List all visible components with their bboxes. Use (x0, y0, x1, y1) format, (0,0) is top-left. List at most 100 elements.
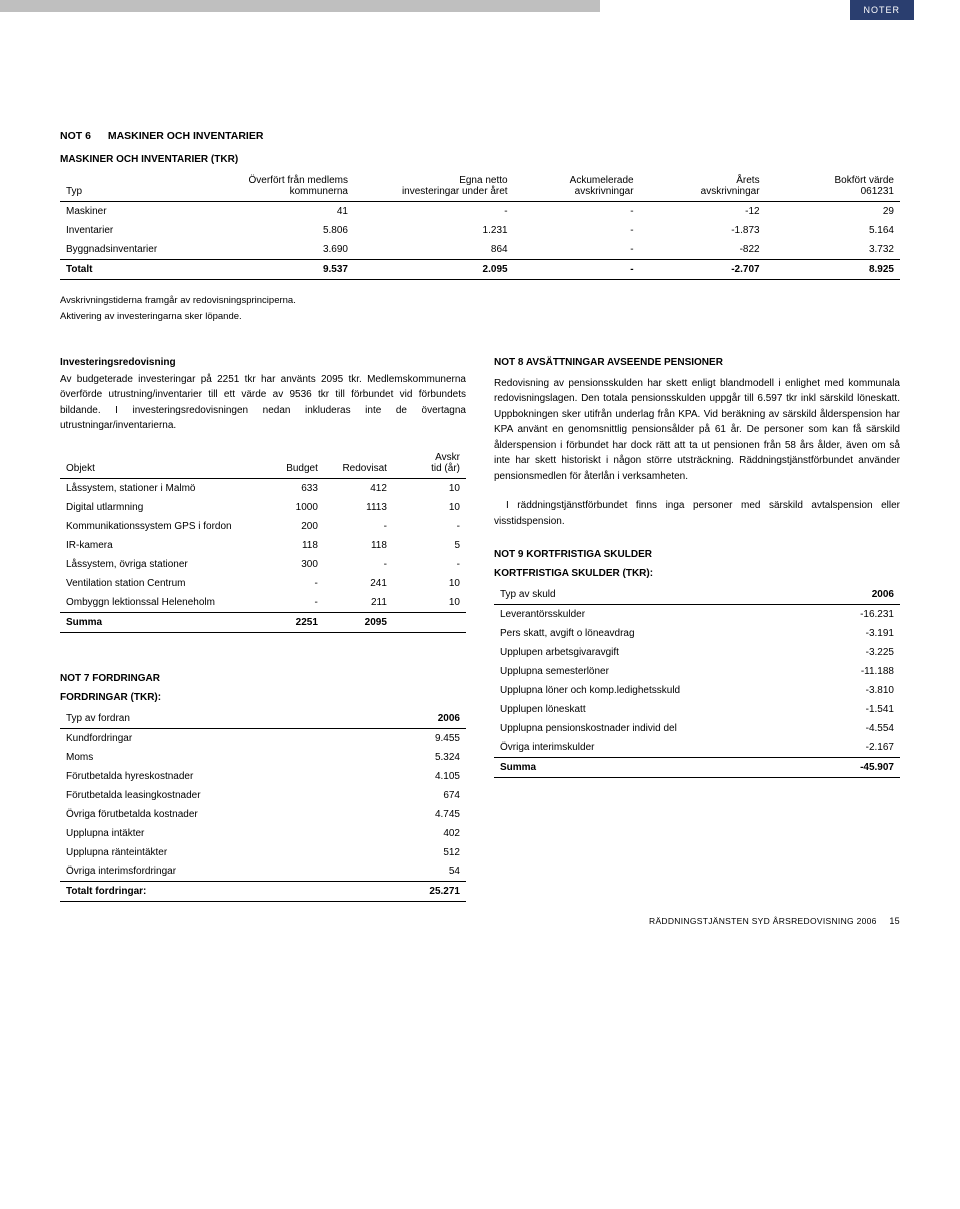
table-sum-row: Summa22512095 (60, 612, 466, 632)
table-total-row: Totalt 9.537 2.095 - -2.707 8.925 (60, 260, 900, 280)
cell: 412 (324, 478, 393, 498)
table-row: Digital utlarmning1000111310 (60, 498, 466, 517)
col-arets: Årets avskrivningar (640, 171, 766, 202)
table-row: Upplupna semesterlöner-11.188 (494, 662, 900, 681)
table-row: Pers skatt, avgift o löneavdrag-3.191 (494, 624, 900, 643)
table-row: Upplupna ränteintäkter512 (60, 843, 466, 862)
not8-title: NOT 8 AVSÄTTNINGAR AVSEENDE PENSIONER (494, 357, 900, 368)
page-footer: RÄDDNINGSTJÄNSTEN SYD ÅRSREDOVISNING 200… (649, 916, 900, 926)
cell: 5.164 (766, 221, 900, 240)
cell: - (514, 202, 640, 222)
cell: 300 (255, 555, 324, 574)
cell: 9.537 (211, 260, 354, 280)
cell: Upplupna intäkter (60, 824, 385, 843)
cell: -2.707 (640, 260, 766, 280)
cell: Kommunikationssystem GPS i fordon (60, 517, 255, 536)
col-overf: Överfört från medlems kommunerna (211, 171, 354, 202)
not7-title: NOT 7 FORDRINGAR (60, 673, 466, 684)
cell: IR-kamera (60, 536, 255, 555)
cell: -3.225 (819, 643, 900, 662)
cell: Summa (494, 758, 819, 778)
table-row: Upplupna löner och komp.ledighetsskuld-3… (494, 681, 900, 700)
cell: 3.690 (211, 240, 354, 260)
cell: 5.324 (385, 748, 466, 767)
cell: Upplupna pensionskostnader individ del (494, 719, 819, 738)
cell: 512 (385, 843, 466, 862)
cell: Ventilation station Centrum (60, 574, 255, 593)
table-row: Inventarier 5.806 1.231 - -1.873 5.164 (60, 221, 900, 240)
cell: Upplupen arbetsgivaravgift (494, 643, 819, 662)
cell: - (255, 593, 324, 613)
table-row: Kommunikationssystem GPS i fordon200-- (60, 517, 466, 536)
table-row: Kundfordringar9.455 (60, 728, 466, 748)
cell: 5.806 (211, 221, 354, 240)
cell: 1000 (255, 498, 324, 517)
cell: Ombyggn lektionssal Heleneholm (60, 593, 255, 613)
col-ack: Ackumelerade avskrivningar (514, 171, 640, 202)
table-row: Upplupna intäkter402 (60, 824, 466, 843)
table-row: Maskiner 41 - - -12 29 (60, 202, 900, 222)
not9-table-title: KORTFRISTIGA SKULDER (TKR): (494, 568, 900, 579)
cell: 1.231 (354, 221, 514, 240)
cell: -11.188 (819, 662, 900, 681)
cell: Övriga förutbetalda kostnader (60, 805, 385, 824)
cell: -3.191 (819, 624, 900, 643)
cell: 118 (324, 536, 393, 555)
not9-table: Typ av skuld 2006 Leverantörsskulder-16.… (494, 585, 900, 778)
not6-footnote: Avskrivningstiderna framgår av redovisni… (60, 294, 900, 308)
cell: 29 (766, 202, 900, 222)
cell: - (514, 260, 640, 280)
not7-table: Typ av fordran 2006 Kundfordringar9.455 … (60, 709, 466, 902)
cell: Övriga interimskulder (494, 738, 819, 758)
table-row: Upplupen löneskatt-1.541 (494, 700, 900, 719)
top-gray-bar (0, 0, 600, 12)
col-objekt: Objekt (60, 448, 255, 479)
not6-footnote: Aktivering av investeringarna sker löpan… (60, 310, 900, 324)
left-column: Investeringsredovisning Av budgeterade i… (60, 357, 466, 902)
cell: Totalt fordringar: (60, 881, 385, 901)
cell: 2.095 (354, 260, 514, 280)
cell: Upplupna löner och komp.ledighetsskuld (494, 681, 819, 700)
cell: -4.554 (819, 719, 900, 738)
cell (393, 612, 466, 632)
cell: 10 (393, 498, 466, 517)
cell: Summa (60, 612, 255, 632)
cell: 118 (255, 536, 324, 555)
invest-body: Av budgeterade investeringar på 2251 tkr… (60, 372, 466, 434)
table-row: Övriga interimsfordringar54 (60, 862, 466, 882)
page-body: NOT 6 MASKINER OCH INVENTARIER MASKINER … (0, 0, 960, 942)
cell: 864 (354, 240, 514, 260)
not6-table: Typ Överfört från medlems kommunerna Egn… (60, 171, 900, 280)
cell: Leverantörsskulder (494, 605, 819, 625)
right-column: NOT 8 AVSÄTTNINGAR AVSEENDE PENSIONER Re… (494, 357, 900, 902)
table-row: Ventilation station Centrum-24110 (60, 574, 466, 593)
cell: 211 (324, 593, 393, 613)
cell: Totalt (60, 260, 211, 280)
cell: Moms (60, 748, 385, 767)
cell: Upplupna semesterlöner (494, 662, 819, 681)
not8-body: Redovisning av pensionsskulden har skett… (494, 376, 900, 485)
invest-table: Objekt Budget Redovisat Avskr tid (år) L… (60, 448, 466, 633)
cell: -45.907 (819, 758, 900, 778)
col-avskr: Avskr tid (år) (393, 448, 466, 479)
cell: 9.455 (385, 728, 466, 748)
col-2006: 2006 (385, 709, 466, 729)
cell: 674 (385, 786, 466, 805)
table-row: Leverantörsskulder-16.231 (494, 605, 900, 625)
cell: -3.810 (819, 681, 900, 700)
table-row: Förutbetalda hyreskostnader4.105 (60, 767, 466, 786)
col-typ-skuld: Typ av skuld (494, 585, 819, 605)
cell: -12 (640, 202, 766, 222)
table-row: Upplupen arbetsgivaravgift-3.225 (494, 643, 900, 662)
cell: 4.105 (385, 767, 466, 786)
cell: 54 (385, 862, 466, 882)
not6-table-title: MASKINER OCH INVENTARIER (TKR) (60, 154, 900, 165)
cell: Pers skatt, avgift o löneavdrag (494, 624, 819, 643)
table-total-row: Totalt fordringar:25.271 (60, 881, 466, 901)
cell: 10 (393, 574, 466, 593)
cell: Byggnadsinventarier (60, 240, 211, 260)
cell: Förutbetalda hyreskostnader (60, 767, 385, 786)
not6-heading: MASKINER OCH INVENTARIER (108, 130, 264, 142)
cell: -16.231 (819, 605, 900, 625)
table-row: Förutbetalda leasingkostnader674 (60, 786, 466, 805)
